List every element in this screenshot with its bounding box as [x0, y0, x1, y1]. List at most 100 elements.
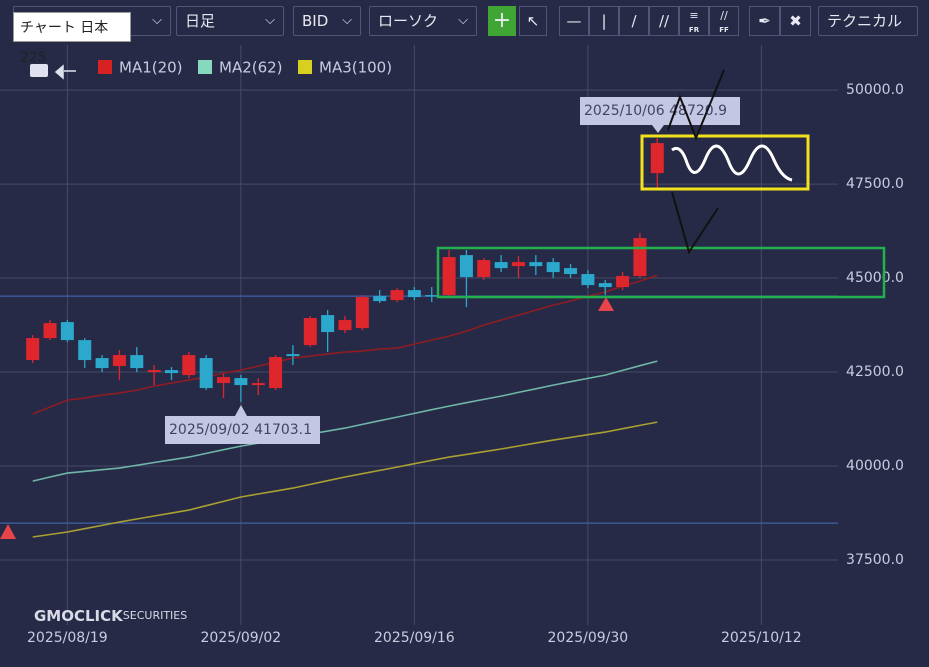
watermark-brand: GMOCLICK: [34, 607, 124, 625]
y-tick-label: 37500.0: [846, 552, 904, 568]
candle-body: [477, 260, 491, 278]
x-tick-label: 2025/09/16: [374, 630, 455, 646]
candle-body: [234, 378, 248, 386]
candle-body: [112, 355, 126, 367]
candle-body: [511, 262, 525, 267]
candle-body: [650, 143, 664, 174]
chevron: ⌵: [342, 13, 352, 28]
y-tick-label: 50000.0: [846, 82, 904, 98]
candle-body: [373, 296, 387, 302]
annotation-label: 2025/10/06 48720.9: [584, 103, 727, 119]
annotation-pointer: [652, 125, 664, 133]
period-dropdown[interactable]: 日足 ⌵: [176, 6, 284, 36]
annotation-pointer: [235, 405, 247, 416]
legend-label: MA1(20): [119, 59, 183, 77]
candle-body: [529, 262, 543, 267]
legend-label: MA2(62): [219, 59, 283, 77]
candle-body: [390, 290, 404, 301]
drawn-stroke: [667, 69, 725, 141]
watermark: GMOCLICKSECURITIES: [34, 607, 187, 625]
candle-body: [564, 268, 578, 275]
candle-body: [581, 274, 595, 286]
trendline-tool[interactable]: ∕: [619, 6, 649, 36]
eraser-button[interactable]: ✒: [749, 6, 780, 36]
drawn-wave: [671, 144, 793, 182]
y-tick-label: 40000.0: [846, 458, 904, 474]
moving-average-line: [32, 360, 658, 482]
candle-body: [199, 358, 213, 389]
hline-tool[interactable]: —: [559, 6, 589, 36]
legend-label: MA3(100): [319, 59, 392, 77]
crosshair-button[interactable]: +: [488, 6, 516, 36]
clear-button[interactable]: ✖: [780, 6, 811, 36]
chevron: ⌵: [152, 13, 162, 28]
annotation-box: [165, 416, 320, 444]
signal-marker: [0, 524, 16, 539]
technical: テクニカル: [827, 12, 903, 30]
candle-body: [633, 238, 647, 277]
chevron: ⌵: [265, 13, 275, 28]
x-tick-label: 2025/09/02: [201, 630, 282, 646]
candle-body: [286, 354, 300, 357]
y-tick-label: 42500.0: [846, 364, 904, 380]
watermark-suffix: SECURITIES: [123, 609, 187, 622]
legend-swatch: [198, 60, 212, 74]
candle-body: [269, 357, 283, 389]
legend-swatch: [298, 60, 312, 74]
chevron: ⌵: [458, 13, 468, 28]
legend-icon: [30, 64, 48, 77]
y-tick-label: 47500.0: [846, 176, 904, 192]
drawn-stroke: [671, 191, 719, 255]
moving-average-line: [32, 421, 658, 538]
x-tick-label: 2025/09/30: [548, 630, 629, 646]
legend-swatch: [98, 60, 112, 74]
candle-body: [251, 383, 265, 386]
fibo-retracement-tool[interactable]: ≡ FR: [679, 6, 709, 36]
candle-body: [321, 315, 335, 333]
candle-body: [182, 355, 196, 376]
tool-label: FR: [688, 26, 700, 34]
channel-tool[interactable]: ∕∕: [649, 6, 679, 36]
candle-body: [26, 338, 40, 361]
chart-style: ローソク: [378, 12, 439, 30]
candle-body: [303, 318, 317, 346]
drawn-rectangle: [436, 246, 886, 299]
candle-body: [598, 283, 612, 288]
annotation-box: [580, 97, 740, 125]
candle-body: [43, 323, 57, 339]
candle-body: [546, 262, 560, 273]
candle-body: [78, 340, 92, 361]
y-tick-label: 45000.0: [846, 270, 904, 286]
candle-body: [164, 370, 178, 374]
price-type: BID: [302, 12, 329, 30]
candle-body: [355, 297, 369, 329]
fibo-fan-tool[interactable]: ∕∕ FF: [709, 6, 739, 36]
candle-body: [425, 295, 439, 297]
candle-body: [494, 262, 508, 269]
technical-button[interactable]: テクニカル: [818, 6, 918, 36]
price-type-dropdown[interactable]: BID ⌵: [293, 6, 361, 36]
candle-body: [95, 358, 109, 369]
candle-body: [60, 322, 74, 341]
vline-tool[interactable]: |: [589, 6, 619, 36]
annotation-label: 2025/09/02 41703.1: [169, 422, 312, 438]
chart-style-dropdown[interactable]: ローソク ⌵: [369, 6, 477, 36]
tooltip: チャート 日本225: [13, 12, 131, 66]
period: 日足: [185, 12, 216, 30]
x-tick-label: 2025/08/19: [27, 630, 108, 646]
collapse-icon: [54, 64, 76, 80]
signal-marker: [598, 297, 614, 311]
cursor-button[interactable]: ↖: [519, 6, 547, 36]
candle-body: [147, 370, 161, 373]
x-tick-label: 2025/10/12: [721, 630, 802, 646]
candle-body: [442, 257, 456, 296]
moving-average-line: [32, 274, 658, 415]
drawn-rectangle: [640, 134, 810, 191]
candle-body: [338, 320, 352, 331]
candle-body: [217, 377, 231, 384]
candle-body: [130, 355, 144, 369]
candle-body: [616, 276, 630, 288]
